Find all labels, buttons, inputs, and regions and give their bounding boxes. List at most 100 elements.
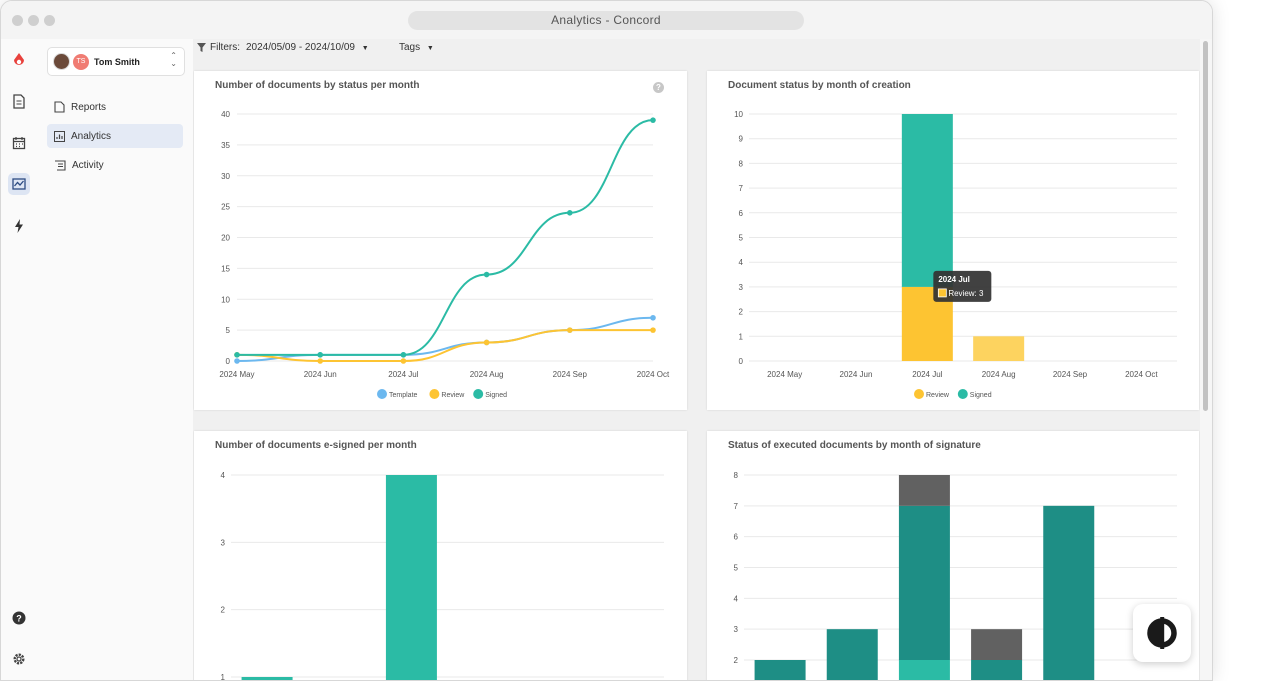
bar-chart: 1 2 3 4 (221, 471, 664, 680)
bar-executed (826, 629, 878, 680)
icon-rail: ? (1, 39, 38, 680)
y-tick-label: 4 (734, 594, 739, 603)
bar-signed (898, 660, 950, 680)
tooltip-title: 2024 Jul (938, 275, 970, 284)
y-tick-label: 5 (739, 234, 744, 243)
date-range-dropdown[interactable]: 2024/05/09 - 2024/10/09 ▼ (246, 42, 369, 53)
y-tick-label: 30 (221, 172, 230, 181)
filter-bar: Filters: 2024/05/09 - 2024/10/09 ▼ Tags … (193, 39, 1200, 61)
x-tick-label: 2024 Sep (553, 370, 588, 379)
nav-item-analytics[interactable]: Analytics (47, 124, 183, 148)
y-tick-label: 3 (739, 283, 744, 292)
app-logo-icon[interactable] (8, 49, 30, 71)
stacked-bar-chart: 2 3 4 5 6 7 8 (734, 471, 1177, 680)
chart-title: Number of documents by status per month (215, 80, 420, 91)
user-avatar (53, 53, 70, 70)
documents-icon[interactable] (8, 90, 30, 112)
y-tick-label: 3 (734, 625, 739, 634)
minimize-window-button[interactable] (28, 15, 39, 26)
bar-executed (898, 505, 950, 660)
chart-card-status-per-month: Number of documents by status per month … (194, 71, 687, 410)
y-tick-label: 10 (221, 295, 230, 304)
analytics-icon[interactable] (8, 173, 30, 195)
bar-other (898, 475, 950, 506)
y-tick-label: 2 (734, 656, 739, 665)
window-title: Analytics - Concord (408, 11, 804, 30)
legend-label: Template (389, 392, 418, 399)
y-tick-label: 25 (221, 203, 230, 212)
x-tick-label: 2024 May (219, 370, 254, 379)
y-tick-label: 20 (221, 234, 230, 243)
legend-swatch (914, 389, 924, 399)
x-tick-label: 2024 Jul (388, 370, 418, 379)
y-tick-label: 35 (221, 141, 230, 150)
stacked-bar-chart: 0 1 2 3 4 5 6 7 8 9 10 2024 May 2024 Jun 2024 Jul 2024… (734, 110, 1177, 399)
app-window: Analytics - Concord ? TS Tom Smith (0, 0, 1213, 681)
x-tick-label: 2024 Aug (470, 370, 504, 379)
chevron-down-icon: ▼ (361, 45, 369, 52)
x-tick-label: 2024 Oct (1125, 370, 1158, 379)
data-point (650, 117, 656, 123)
legend-swatch (473, 389, 484, 399)
y-tick-label: 0 (739, 357, 744, 366)
settings-gear-icon[interactable] (8, 648, 30, 670)
data-point (400, 352, 407, 358)
automation-bolt-icon[interactable] (8, 215, 30, 237)
data-point (234, 358, 240, 364)
x-tick-label: 2024 May (767, 370, 802, 379)
y-tick-label: 10 (734, 110, 743, 119)
bar-review (973, 336, 1025, 361)
y-tick-label: 4 (739, 258, 744, 267)
series-line-review (236, 329, 653, 363)
x-tick-label: 2024 Jun (304, 370, 337, 379)
x-tick-label: 2024 Aug (982, 370, 1016, 379)
svg-text:?: ? (16, 614, 22, 624)
help-circle-icon[interactable]: ? (653, 82, 664, 93)
data-point (234, 352, 240, 358)
main-content: Filters: 2024/05/09 - 2024/10/09 ▼ Tags … (193, 39, 1200, 680)
y-tick-label: 7 (734, 502, 739, 511)
select-arrows-icon: ⌃ ⌄ (170, 51, 177, 68)
y-tick-label: 6 (734, 533, 739, 542)
scrollbar-thumb[interactable] (1203, 41, 1208, 411)
data-point (317, 358, 323, 364)
data-point (317, 352, 323, 358)
nav-item-activity[interactable]: Activity (47, 153, 183, 177)
tags-dropdown[interactable]: Tags ▼ (399, 42, 434, 53)
line-chart: 0 5 10 15 20 25 30 35 40 2024 May 2024 Jun 2024 Jul… (219, 110, 670, 399)
data-point (567, 327, 573, 333)
x-tick-label: 2024 Jul (912, 370, 942, 379)
bar-other (971, 629, 1023, 660)
filters-label: Filters: (210, 42, 240, 53)
tags-label: Tags (399, 42, 421, 53)
legend-swatch (429, 389, 440, 399)
legend-label: Signed (485, 392, 507, 399)
user-switcher[interactable]: TS Tom Smith ⌃ ⌄ (47, 47, 185, 76)
nav-item-label: Activity (72, 159, 104, 171)
tooltip-box (933, 270, 992, 302)
zoom-window-button[interactable] (44, 15, 55, 26)
y-tick-label: 9 (739, 135, 744, 144)
user-name: Tom Smith (94, 56, 140, 67)
tooltip-label: Review: 3 (948, 289, 984, 298)
data-point (650, 327, 656, 333)
help-icon[interactable]: ? (8, 607, 30, 629)
user-initials-badge: TS (73, 53, 89, 70)
concord-logo-icon (1147, 617, 1177, 649)
title-bar: Analytics - Concord (1, 1, 1212, 40)
concord-assistant-button[interactable] (1133, 604, 1191, 662)
y-tick-label: 2 (739, 308, 744, 317)
y-tick-label: 0 (226, 357, 231, 366)
nav-item-reports[interactable]: Reports (47, 95, 183, 119)
y-tick-label: 5 (226, 326, 231, 335)
vertical-scrollbar[interactable] (1200, 39, 1212, 680)
calendar-icon[interactable] (8, 132, 30, 154)
analytics-small-icon (54, 130, 65, 142)
close-window-button[interactable] (12, 15, 23, 26)
date-range-value: 2024/05/09 - 2024/10/09 (246, 42, 355, 53)
bar-executed (971, 660, 1023, 680)
y-tick-label: 40 (221, 110, 230, 119)
activity-icon (55, 159, 66, 171)
nav-item-label: Analytics (71, 130, 112, 142)
y-tick-label: 8 (739, 159, 744, 168)
